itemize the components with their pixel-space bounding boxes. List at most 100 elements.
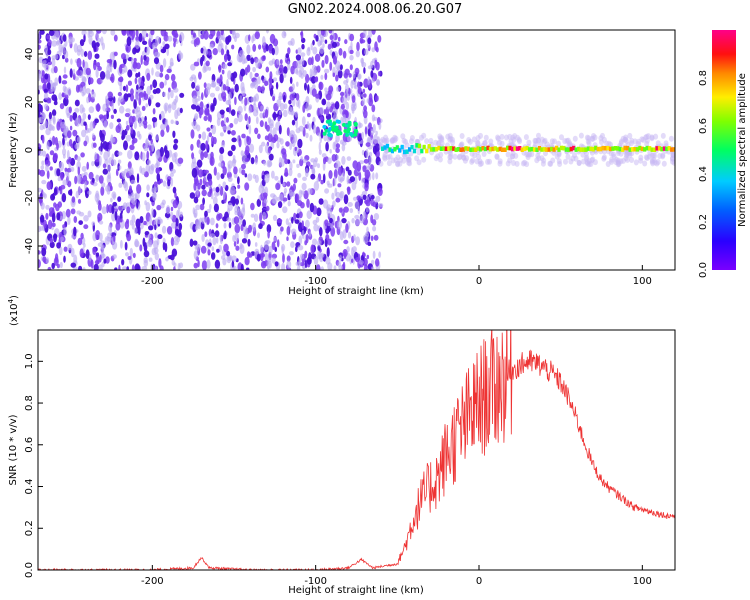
spectrogram-noise-cell	[322, 43, 325, 48]
spectrogram-noise-cell	[146, 85, 151, 96]
spectrogram-noise-cell	[117, 151, 123, 156]
spectrogram-noise-cell	[216, 248, 220, 253]
spectrogram-noise-cell	[110, 73, 115, 84]
spectrogram-noise-cell	[278, 95, 283, 101]
spectrogram-noise-cell	[309, 202, 315, 213]
spectrogram-noise-cell	[260, 86, 266, 92]
spectrogram-noise-cell	[343, 239, 349, 245]
spectrogram-noise-cell	[239, 242, 243, 250]
spectrogram-noise-cell	[256, 198, 261, 207]
spectrogram-noise-cell	[254, 157, 258, 165]
spectrogram-noise-cell	[122, 266, 128, 270]
spectrogram-noise-cell	[94, 260, 100, 265]
spectrogram-noise-cell	[330, 224, 334, 229]
spectrogram-signal-cell	[633, 147, 637, 152]
spectrogram-noise-cell	[99, 129, 103, 139]
spectrogram-noise-cell	[133, 57, 137, 63]
spectrogram-noise-cell	[246, 44, 251, 55]
spectrogram-noise-cell	[342, 261, 346, 270]
spectrogram-noise-cell	[300, 202, 305, 209]
spectrogram-noise-cell	[293, 212, 297, 222]
spectrogram-noise-cell	[51, 125, 55, 131]
spectrogram-noise-cell	[296, 163, 300, 168]
spectrogram-noise-cell	[316, 177, 320, 183]
spectrogram-noise-cell	[178, 222, 183, 231]
spectrogram-noise-cell	[251, 81, 256, 87]
spectrogram-noise-cell	[135, 62, 141, 70]
spectrogram-signal-cell	[412, 148, 417, 154]
spectrogram-noise-cell	[275, 70, 281, 76]
spectrogram-signal-cell	[383, 145, 387, 150]
spectrogram-noise-cell	[138, 96, 142, 106]
spectrogram-noise-cell	[127, 161, 132, 170]
spectrogram-noise-cell	[112, 159, 117, 166]
spectrogram-halo-cell	[650, 160, 656, 167]
spectrogram-halo-cell	[549, 138, 555, 145]
spectrogram-noise-cell	[304, 167, 309, 178]
spectrogram-noise-cell	[155, 134, 159, 141]
spectrogram-signal-cell	[388, 147, 392, 152]
spectrogram-noise-cell	[134, 77, 138, 85]
spectrogram-noise-cell	[206, 208, 211, 214]
spectrogram-noise-cell	[345, 110, 349, 119]
spectrogram-noise-cell	[156, 237, 160, 246]
spectrogram-noise-cell	[298, 235, 303, 245]
spectrogram-noise-cell	[363, 67, 366, 74]
spectrogram-noise-cell	[346, 93, 351, 102]
spectrogram-noise-cell	[54, 53, 59, 60]
spectrogram-noise-cell	[289, 76, 293, 84]
spectrogram-noise-cell	[355, 257, 361, 263]
spectrogram-noise-cell	[213, 166, 217, 176]
spectrogram-noise-cell	[315, 93, 320, 99]
spectrogram-noise-cell	[292, 183, 296, 191]
spectrogram-noise-cell	[238, 138, 242, 148]
spectrogram-noise-cell	[66, 149, 70, 160]
spectrogram-signal-cell	[501, 147, 505, 152]
spectrogram-halo-cell	[459, 133, 465, 139]
spectrogram-noise-cell	[291, 119, 296, 126]
spectrogram-noise-cell	[341, 141, 347, 146]
spectrogram-noise-cell	[355, 50, 360, 58]
spectrogram-noise-cell	[121, 53, 126, 60]
spectrogram-noise-cell	[338, 265, 343, 270]
spectrogram-noise-cell	[254, 174, 259, 184]
spectrogram-noise-cell	[143, 55, 147, 61]
spectrogram-noise-cell	[95, 174, 99, 182]
spectrogram-noise-cell	[292, 159, 296, 164]
spectrogram-noise-cell	[63, 246, 68, 252]
spectrogram-noise-cell	[302, 176, 307, 181]
spectrogram-noise-cell	[178, 50, 182, 60]
spectrogram-signal-cell	[616, 146, 620, 151]
spectrogram-noise-cell	[148, 165, 154, 175]
spectrogram-halo-cell	[479, 160, 484, 167]
spectrogram-signal-cell	[567, 147, 571, 152]
colorbar-tick-label: 0.2	[698, 214, 709, 230]
spectrogram-noise-cell	[232, 30, 237, 39]
spectrogram-noise-cell	[314, 77, 319, 83]
spectrogram-noise-cell	[109, 226, 113, 237]
spectrogram-noise-cell	[212, 196, 218, 205]
spectrogram-noise-cell	[365, 148, 369, 159]
spectrogram-noise-cell	[219, 132, 224, 137]
colorbar-label: Normalized spectral amplitude	[737, 73, 748, 227]
spectrogram-noise-cell	[159, 72, 164, 78]
spectrogram-noise-cell	[87, 210, 92, 218]
spectrogram-noise-cell	[301, 220, 304, 230]
spectrogram-halo-cell	[541, 157, 547, 164]
spectrogram-noise-cell	[345, 223, 349, 234]
spectrogram-noise-cell	[62, 137, 65, 146]
spectrogram-noise-cell	[76, 136, 81, 143]
spectrogram-noise-cell	[215, 237, 219, 244]
spectrogram-noise-cell	[141, 105, 146, 111]
spectrogram-noise-cell	[254, 31, 260, 40]
spectrogram-noise-cell	[41, 160, 45, 166]
spectrogram-noise-cell	[285, 53, 290, 59]
spectrogram-noise-cell	[222, 95, 227, 102]
spectrogram-halo-cell	[628, 140, 634, 147]
spectrogram-signal-cell	[655, 146, 659, 151]
spectrogram-signal-cell	[591, 147, 595, 152]
spectrogram-halo-cell	[400, 133, 406, 140]
spectrogram-noise-cell	[343, 72, 349, 79]
spectrogram-noise-cell	[199, 203, 205, 211]
spectrogram-noise-cell	[70, 37, 75, 43]
